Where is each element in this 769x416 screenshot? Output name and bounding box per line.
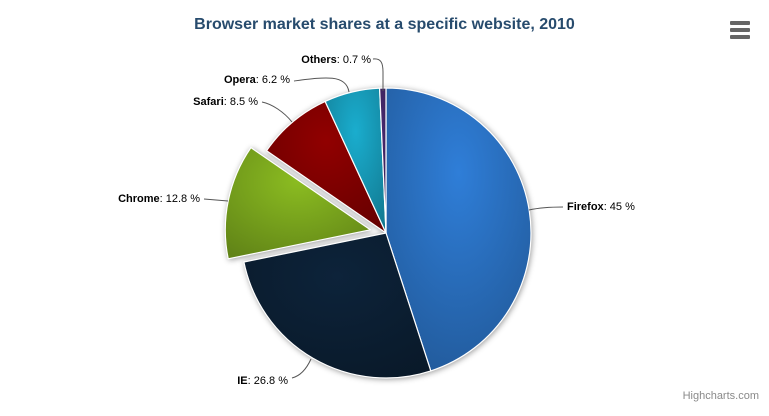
- data-label-point-name: Opera: [223, 74, 256, 86]
- data-label-connector-ie: [291, 358, 312, 379]
- pie-slice-chrome[interactable]: [224, 147, 371, 260]
- hamburger-icon: [730, 21, 750, 39]
- data-label-point-name: Firefox: [567, 201, 604, 213]
- chart-title: Browser market shares at a specific webs…: [194, 16, 575, 33]
- data-label-connector-firefox: [528, 206, 564, 211]
- data-label-point-name: Safari: [193, 96, 224, 108]
- data-label-firefox[interactable]: Firefox: 45 %: [567, 200, 635, 214]
- chart-context-menu-button[interactable]: [728, 19, 752, 41]
- data-label-connector-safari: [261, 101, 293, 123]
- data-label-connector-others: [372, 58, 384, 91]
- data-label-point-value: : 6.2 %: [255, 74, 290, 86]
- data-label-ie[interactable]: IE: 26.8 %: [237, 374, 288, 388]
- credits-link[interactable]: Highcharts.com: [682, 390, 759, 402]
- pie-slice-ie[interactable]: [243, 232, 432, 379]
- data-label-point-value: : 45 %: [603, 201, 635, 213]
- data-label-point-value: : 12.8 %: [159, 193, 200, 205]
- data-label-others[interactable]: Others: 0.7 %: [301, 53, 371, 67]
- data-label-point-name: IE: [237, 375, 248, 387]
- data-label-connectors: [203, 58, 564, 379]
- data-label-point-value: : 8.5 %: [223, 96, 258, 108]
- data-label-connector-chrome: [203, 198, 229, 202]
- data-label-safari[interactable]: Safari: 8.5 %: [193, 95, 258, 109]
- data-label-chrome[interactable]: Chrome: 12.8 %: [118, 192, 200, 206]
- data-label-point-value: : 0.7 %: [336, 54, 371, 66]
- data-label-connector-opera: [293, 77, 350, 93]
- pie-series: [224, 87, 532, 379]
- data-label-point-value: : 26.8 %: [247, 375, 288, 387]
- data-label-point-name: Others: [301, 54, 337, 66]
- data-label-point-name: Chrome: [118, 193, 160, 205]
- data-label-opera[interactable]: Opera: 6.2 %: [224, 73, 290, 87]
